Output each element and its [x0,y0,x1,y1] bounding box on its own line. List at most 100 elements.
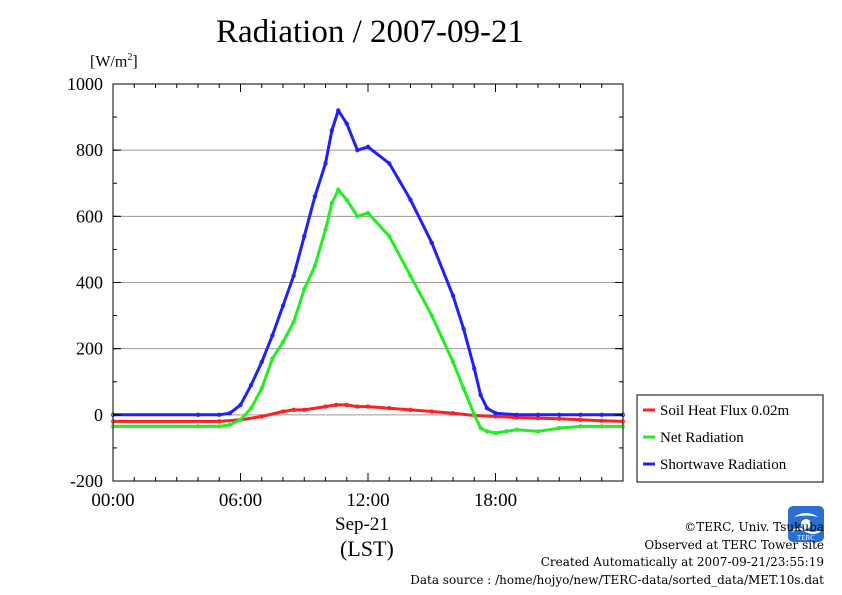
data-point [365,210,371,216]
data-point [336,187,341,193]
data-point [248,406,254,411]
series-line [113,188,623,435]
y-tick-label: 1000 [67,74,103,94]
data-point [227,410,233,416]
data-point [291,407,296,413]
y-tick-label: 0 [94,405,103,425]
data-point [429,313,434,318]
data-point [557,425,562,431]
data-point [472,412,477,418]
data-point [514,412,519,418]
legend-label: Shortwave Radiation [660,457,787,473]
credit-line: ©TERC, Univ. Tsukuba [684,520,824,534]
data-point [217,412,222,418]
data-point [535,412,541,418]
data-point [599,412,604,418]
data-point [450,359,456,365]
data-point [408,197,413,202]
x-tick-label: 00:00 [91,490,134,511]
data-point [578,424,583,429]
data-point [484,406,490,411]
data-point [408,273,413,279]
data-point [578,417,583,422]
x-tick-label: 12:00 [346,490,389,511]
data-point [280,409,286,414]
data-point [291,320,296,325]
legend-label: Net Radiation [660,430,744,446]
grid-lines [113,149,623,416]
logo-drop-icon [801,519,811,529]
x-axis-date: Sep-21 [335,514,389,535]
data-point [280,303,286,308]
terc-logo: TERC [788,506,824,542]
y-tick-label: 800 [76,140,103,160]
data-point [217,419,222,424]
data-point [323,161,328,166]
data-point [365,404,371,409]
data-point [336,108,341,113]
data-point [461,326,466,332]
data-point [302,286,307,292]
data-point [557,412,562,418]
data-point [503,429,509,434]
data-point [355,147,360,153]
data-point [429,409,434,414]
unit-suffix: ] [132,53,138,71]
data-point [312,194,318,199]
x-tick-label: 06:00 [219,490,262,511]
data-point [270,356,275,361]
data-point [484,429,490,434]
data-point [227,422,233,427]
data-point [280,339,286,345]
logo-wave-icon [794,513,818,517]
unit-prefix: [W/m [90,53,128,71]
x-axis-timezone: (LST) [340,536,394,561]
data-point [259,414,264,419]
data-point [450,293,456,298]
data-point [329,128,335,133]
data-point [578,412,583,418]
data-point [365,144,371,150]
data-point [195,424,201,429]
data-point [312,263,318,269]
legend: Soil Heat Flux 0.02m Net Radiation Shortwa… [636,394,824,483]
data-point [270,333,275,338]
data-point [302,407,307,413]
data-point [238,417,243,422]
data-point [387,233,392,239]
data-point [478,425,483,431]
data-point [478,392,483,398]
data-point [248,382,254,388]
data-point [387,161,392,166]
logo-water-icon [791,528,821,534]
data-point [291,273,296,279]
x-tick-label: 18:00 [474,490,517,511]
y-tick-label: 600 [76,206,103,226]
series-lines [110,108,626,436]
series-line [113,403,624,423]
legend-label: Soil Heat Flux 0.02m [660,403,790,419]
legend-box [636,394,824,483]
credits-block: ©TERC, Univ. Tsukuba Observed at TERC To… [410,519,824,589]
series-line [113,109,623,417]
data-point [238,402,243,408]
y-tick-label: 200 [76,339,103,359]
data-point [323,227,328,232]
data-point [259,386,264,391]
data-point [344,121,349,126]
site-line: Observed at TERC Tower site [644,537,824,552]
data-point [429,240,434,245]
data-point [493,410,498,416]
axis-ticks: -200 0 200 400 600 800 1000 00:00 06:00 12:00 18:0… [67,74,624,511]
data-point [323,404,328,409]
data-point [493,430,498,436]
data-point [514,427,519,432]
data-point [408,407,413,413]
data-point [217,424,222,429]
data-point [450,410,456,416]
data-point [333,402,339,408]
y-tick-label: 400 [76,273,103,293]
data-point [599,418,604,423]
data-point [329,200,335,206]
